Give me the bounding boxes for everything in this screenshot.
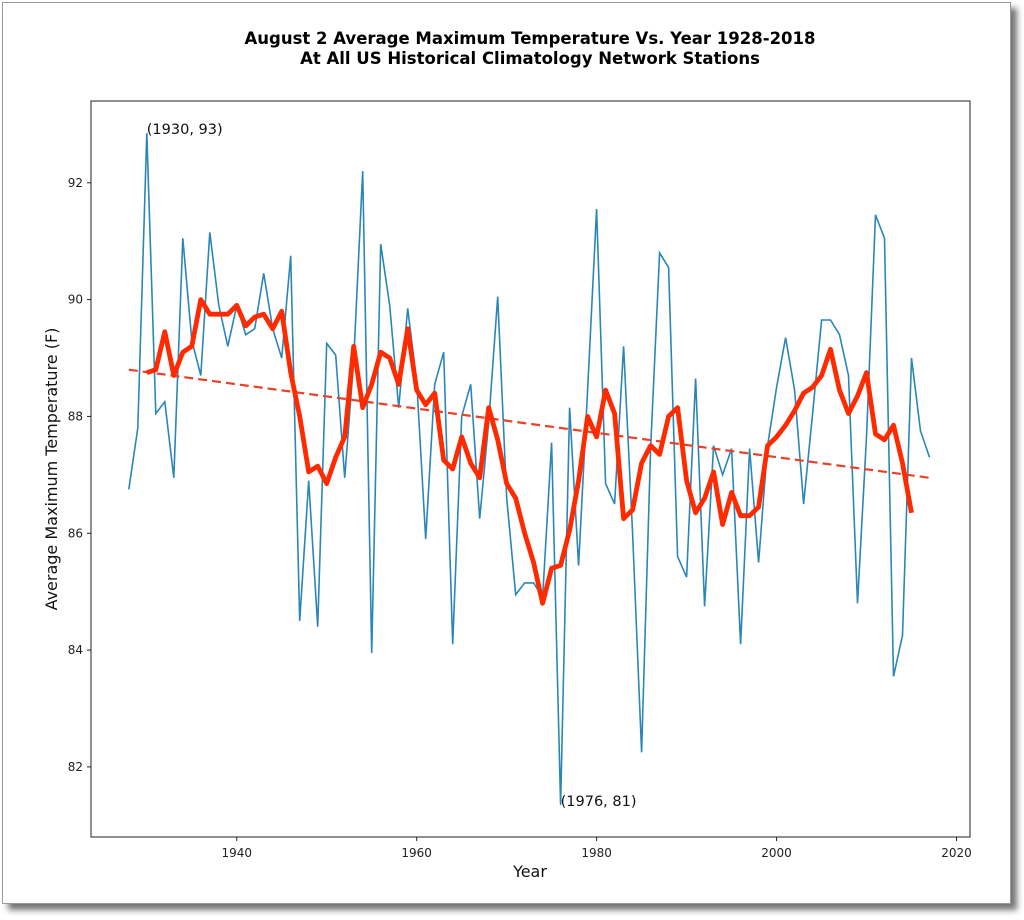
x-tick-label: 1960 <box>401 846 432 860</box>
y-tick-label: 86 <box>68 526 83 540</box>
y-tick-label: 84 <box>68 643 83 657</box>
y-axis: 82 84 86 88 90 92 <box>68 176 91 774</box>
annotations: (1930, 93) (1976, 81) <box>147 122 637 810</box>
x-axis: 1940 1960 1980 2000 2020 <box>221 837 972 860</box>
y-tick-label: 92 <box>68 176 83 190</box>
y-tick-label: 82 <box>68 760 83 774</box>
chart-subtitle: At All US Historical Climatology Network… <box>300 49 760 68</box>
x-axis-label: Year <box>512 862 547 881</box>
plot-area <box>90 100 971 838</box>
x-tick-label: 1980 <box>581 846 612 860</box>
smoothed-mean-line <box>146 297 914 606</box>
x-tick-label: 2020 <box>941 846 972 860</box>
point-annotation: (1976, 81) <box>561 794 637 810</box>
series-layer <box>128 133 931 805</box>
trend-line <box>128 368 930 479</box>
x-tick-label: 1940 <box>221 846 252 860</box>
y-tick-label: 88 <box>68 409 83 423</box>
point-annotation: (1930, 93) <box>147 122 223 138</box>
x-tick-label: 2000 <box>761 846 792 860</box>
chart-title: August 2 Average Maximum Temperature Vs.… <box>245 29 816 48</box>
y-axis-label: Average Maximum Temperature (F) <box>42 328 61 611</box>
y-tick-label: 90 <box>68 293 83 307</box>
